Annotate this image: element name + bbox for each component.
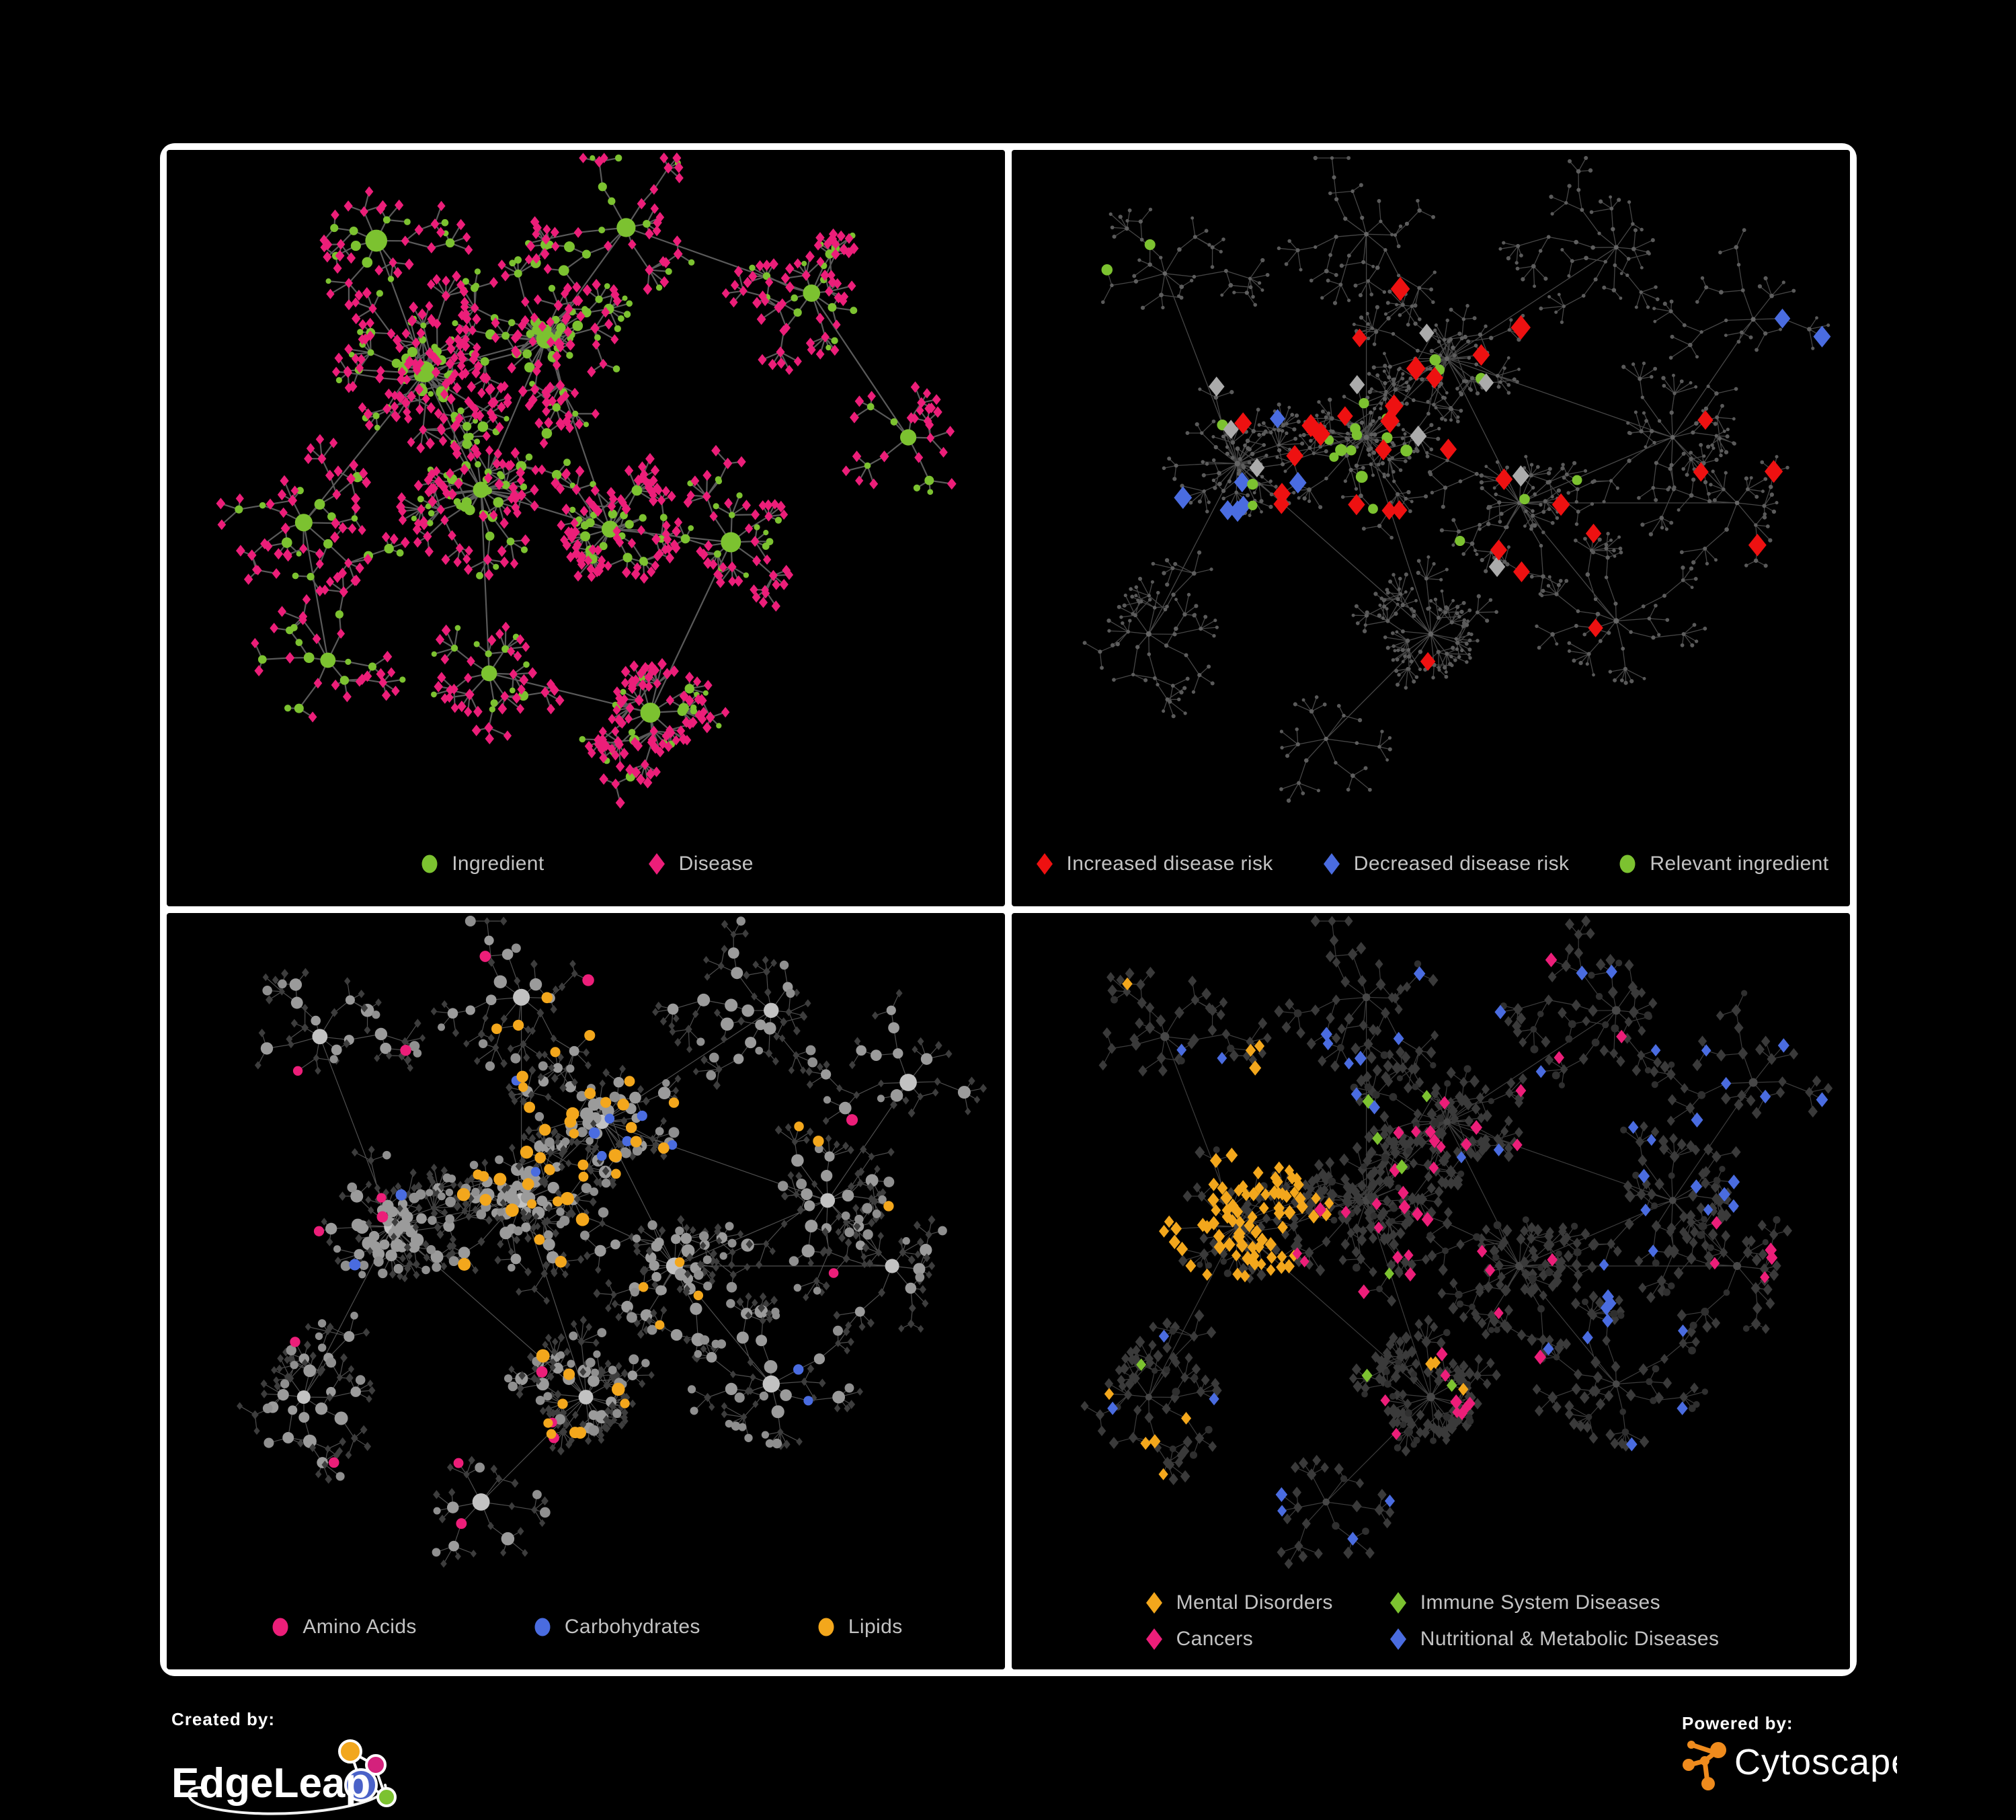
legend-label: Immune System Diseases: [1420, 1591, 1660, 1614]
nutrients-legend: Amino Acids Carbohydrates Lipids: [167, 1614, 1005, 1640]
ingredients-diseases-legend: Ingredient Disease: [167, 851, 1005, 877]
legend-label: Nutritional & Metabolic Diseases: [1420, 1628, 1720, 1650]
legend-item: Amino Acids: [269, 1614, 416, 1640]
legend-circle-swatch: [1619, 855, 1636, 873]
powered-by-label: Powered by:: [1682, 1713, 1793, 1733]
legend-diamond-swatch: [1389, 1628, 1406, 1650]
legend-label: Ingredient: [452, 853, 545, 875]
disease-risk-legend: Increased disease risk Decreased disease …: [1012, 851, 1850, 877]
edgeleap-wordmark: EdgeLeap: [171, 1760, 370, 1807]
nutrients-network: [237, 916, 987, 1568]
legend-item: Cancers: [1143, 1626, 1333, 1652]
panels-frame: Ingredient Disease Increased disease risk…: [160, 143, 1857, 1676]
network-edges: [1084, 920, 1829, 1565]
legend-diamond-swatch: [1145, 1592, 1162, 1614]
legend-diamond-swatch: [1389, 1592, 1406, 1614]
legend-label: Carbohydrates: [564, 1616, 700, 1638]
legend-diamond-swatch: [648, 853, 665, 875]
panel-disease-classes: Mental Disorders Immune System Diseases Ca…: [1012, 913, 1850, 1669]
legend-item: Immune System Diseases: [1387, 1590, 1720, 1616]
created-by-label: Created by:: [171, 1709, 276, 1729]
legend-item: Carbohydrates: [531, 1614, 700, 1640]
network-nodes: [260, 935, 971, 1552]
legend-label: Decreased disease risk: [1353, 853, 1570, 875]
legend-circle-swatch: [272, 1618, 288, 1636]
network-nodes: [1098, 156, 1812, 785]
legend-circle-swatch: [818, 1618, 834, 1636]
legend-item: Relevant ingredient: [1616, 851, 1828, 877]
legend-circle-swatch: [421, 855, 438, 873]
ingredients-diseases-network: [216, 152, 957, 809]
disease-classes-legend: Mental Disorders Immune System Diseases Ca…: [1012, 1590, 1850, 1652]
legend-label: Amino Acids: [303, 1616, 417, 1638]
legend-diamond-swatch: [1036, 853, 1053, 875]
legend-label: Increased disease risk: [1066, 853, 1273, 875]
disease-classes-network: [1080, 915, 1833, 1569]
legend-label: Relevant ingredient: [1650, 853, 1829, 875]
legend-label: Cancers: [1176, 1628, 1254, 1650]
network-highlight-nodes: [1174, 309, 1831, 522]
cytoscape-wordmark: Cytoscape: [1734, 1742, 1897, 1782]
network-nodes: [1080, 915, 1833, 1569]
panel-nutrients: Amino Acids Carbohydrates Lipids: [167, 913, 1005, 1669]
network-nodes: [216, 152, 957, 809]
legend-label: Mental Disorders: [1176, 1591, 1333, 1614]
legend-item: Nutritional & Metabolic Diseases: [1387, 1626, 1720, 1652]
cytoscape-logo-icon: Cytoscape: [1683, 1741, 1897, 1790]
legend-label: Disease: [678, 853, 754, 875]
network-highlight-nodes: [1234, 276, 1783, 671]
legend-item: Decreased disease risk: [1320, 851, 1570, 877]
edgeleap-credit: Created by: EdgeLeap: [171, 1709, 413, 1820]
legend-diamond-swatch: [1323, 853, 1340, 875]
cytoscape-credit: Powered by: Cytoscape: [1682, 1713, 1897, 1797]
legend-item: Lipids: [815, 1614, 903, 1640]
edgeleap-logo-icon: EdgeLeap: [171, 1739, 397, 1815]
legend-diamond-swatch: [1145, 1628, 1162, 1650]
legend-item: Ingredient: [418, 851, 544, 877]
panel-disease-risk: Increased disease risk Decreased disease …: [1012, 150, 1850, 906]
network-highlight-nodes: [1104, 977, 1469, 1480]
legend-item: Disease: [645, 851, 754, 877]
legend-label: Lipids: [848, 1616, 903, 1638]
network-nodes: [1111, 959, 1781, 1535]
disease-risk-network: [1082, 155, 1831, 803]
legend-circle-swatch: [534, 1618, 551, 1636]
network-edges: [1084, 157, 1829, 801]
panel-ingredients-diseases: Ingredient Disease: [167, 150, 1005, 906]
legend-item: Mental Disorders: [1143, 1590, 1333, 1616]
legend-item: Increased disease risk: [1033, 851, 1273, 877]
